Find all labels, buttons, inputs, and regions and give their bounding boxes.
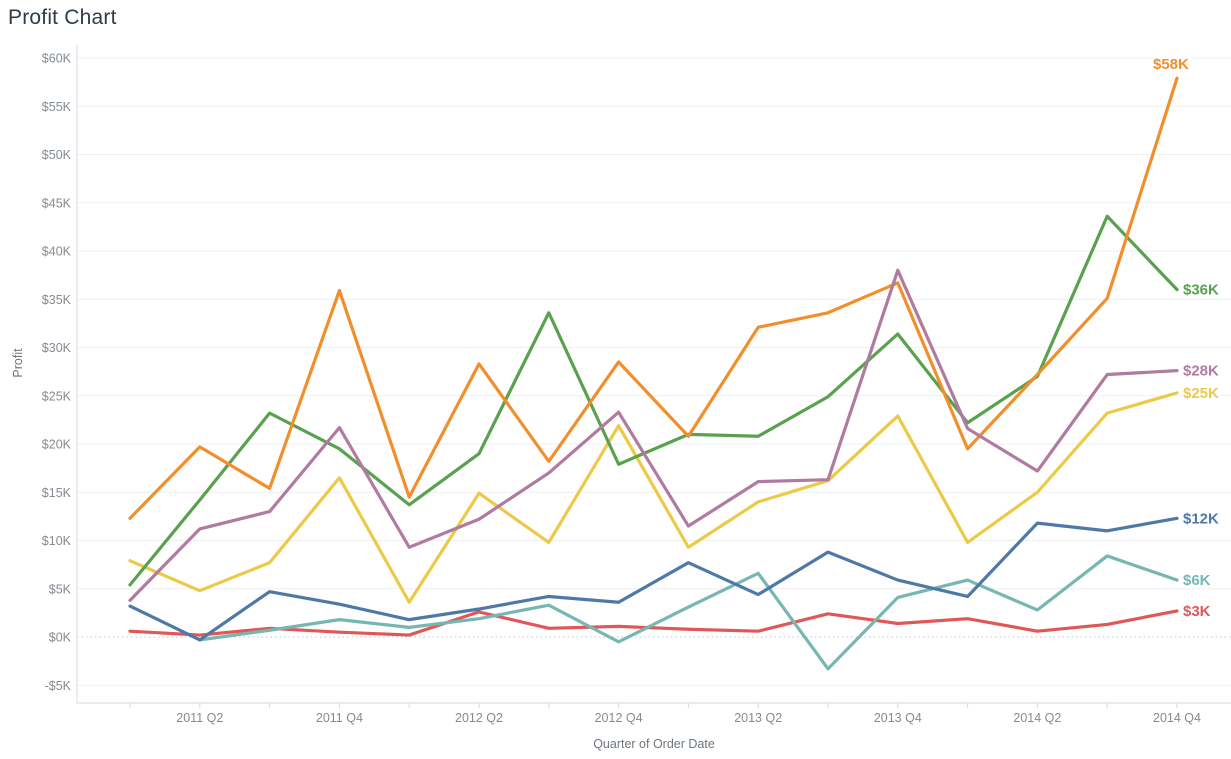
y-axis-tick-label: $15K — [42, 486, 72, 500]
y-axis-title: Profit — [11, 348, 25, 378]
purple-series-line[interactable] — [128, 268, 1179, 602]
x-axis-tick-label: 2013 Q4 — [874, 711, 922, 725]
chart-title: Profit Chart — [8, 6, 117, 29]
blue-series-end-label: $12K — [1183, 510, 1219, 527]
y-axis-tick-label: $0K — [49, 631, 72, 645]
chart-generated-layer: $60K $55K $50K $45K $40K $35K $30K $25K $20K $15K… — [42, 45, 1231, 725]
orange-series-end-label: $58K — [1153, 56, 1189, 73]
y-axis-tick-label: $5K — [49, 582, 72, 596]
x-axis-tick-label: 2011 Q4 — [316, 711, 363, 725]
y-axis-tick-label: $25K — [42, 389, 72, 403]
x-axis-tick-label: 2014 Q2 — [1013, 711, 1061, 725]
teal-series-end-label: $6K — [1183, 572, 1211, 589]
x-axis-tick-label: 2011 Q2 — [176, 711, 223, 725]
x-axis-tick-label: 2013 Q2 — [734, 711, 782, 725]
teal-series-line[interactable] — [198, 554, 1179, 671]
x-axis-tick-label: 2012 Q2 — [455, 711, 503, 725]
yellow-series-end-label: $25K — [1183, 385, 1219, 402]
y-axis-tick-label: $50K — [42, 148, 72, 162]
green-series-end-label: $36K — [1183, 282, 1219, 299]
red-series-line[interactable] — [128, 609, 1179, 637]
x-axis-title: Quarter of Order Date — [593, 737, 715, 751]
y-axis-tick-label: $10K — [42, 534, 72, 548]
blue-series-line[interactable] — [128, 516, 1179, 642]
y-axis-tick-label: -$5K — [45, 679, 72, 693]
orange-series-line[interactable] — [128, 76, 1179, 520]
red-series-end-label: $3K — [1183, 603, 1211, 620]
y-axis-tick-label: $45K — [42, 196, 72, 210]
purple-series-end-label: $28K — [1183, 363, 1219, 380]
y-axis-tick-label: $40K — [42, 245, 72, 259]
x-axis-tick-label: 2012 Q4 — [595, 711, 643, 725]
y-axis-tick-label: $35K — [42, 293, 72, 307]
y-axis-tick-label: $60K — [42, 52, 72, 66]
green-series-line[interactable] — [128, 214, 1179, 587]
y-axis-tick-label: $55K — [42, 100, 72, 114]
y-axis-tick-label: $20K — [42, 438, 72, 452]
x-axis-tick-label: 2014 Q4 — [1153, 711, 1201, 725]
yellow-series-line[interactable] — [128, 391, 1179, 604]
y-axis-tick-label: $30K — [42, 341, 72, 355]
